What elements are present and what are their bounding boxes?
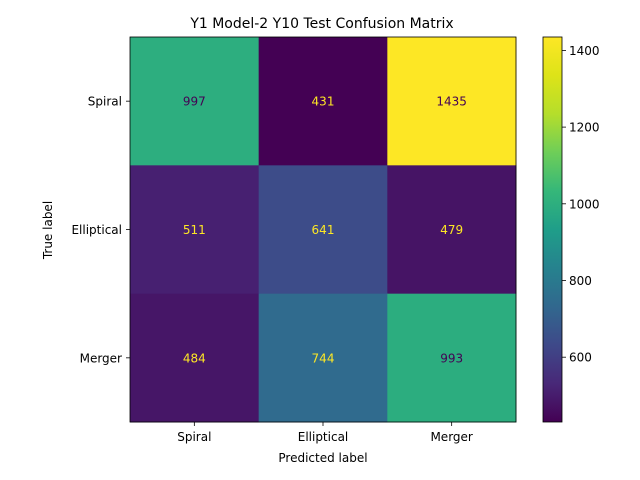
cell-value-label: 641 [312, 223, 335, 237]
y-tick-label: Merger [80, 351, 122, 365]
x-axis-ticks: Spiral Elliptical Merger [177, 422, 473, 444]
matrix-cell [130, 165, 260, 295]
y-axis-ticks: Spiral Elliptical Merger [71, 95, 130, 365]
cell-value-label: 479 [440, 223, 463, 237]
matrix-cell [387, 37, 517, 166]
colorbar-gradient [543, 37, 562, 422]
cell-value-label: 1435 [436, 95, 467, 109]
colorbar-tick-label: 1000 [569, 197, 600, 211]
matrix-cells [130, 37, 517, 423]
x-axis-label: Predicted label [278, 451, 367, 465]
y-axis-label: True label [41, 201, 55, 260]
y-tick-label: Elliptical [71, 223, 122, 237]
x-tick-label: Merger [430, 430, 472, 444]
colorbar-tick-label: 1200 [569, 121, 600, 135]
matrix-cell [258, 37, 388, 166]
colorbar-frame [542, 36, 563, 423]
x-tick-label: Elliptical [298, 430, 349, 444]
matrix-cell [130, 293, 260, 423]
colorbar: 600 800 1000 1200 1400 [542, 36, 600, 423]
cell-value-label: 484 [183, 351, 206, 365]
matrix-cell [387, 165, 517, 295]
cell-value-labels: 997 431 1435 511 641 479 484 744 993 [183, 95, 467, 366]
cell-value-label: 431 [312, 95, 335, 109]
matrix-cell [130, 37, 260, 166]
cell-value-label: 993 [440, 351, 463, 365]
matrix-cell [258, 293, 388, 423]
colorbar-tick-label: 800 [569, 274, 592, 288]
chart-title: Y1 Model-2 Y10 Test Confusion Matrix [189, 16, 453, 32]
colorbar-ticks: 600 800 1000 1200 1400 [562, 44, 600, 365]
cell-value-label: 511 [183, 223, 206, 237]
cell-value-label: 997 [183, 95, 206, 109]
y-tick-label: Spiral [88, 95, 122, 109]
matrix-cell [258, 165, 388, 295]
matrix-cell [387, 293, 517, 423]
colorbar-tick-label: 600 [569, 351, 592, 365]
colorbar-tick-label: 1400 [569, 44, 600, 58]
cell-value-label: 744 [312, 351, 335, 365]
x-tick-label: Spiral [177, 430, 211, 444]
